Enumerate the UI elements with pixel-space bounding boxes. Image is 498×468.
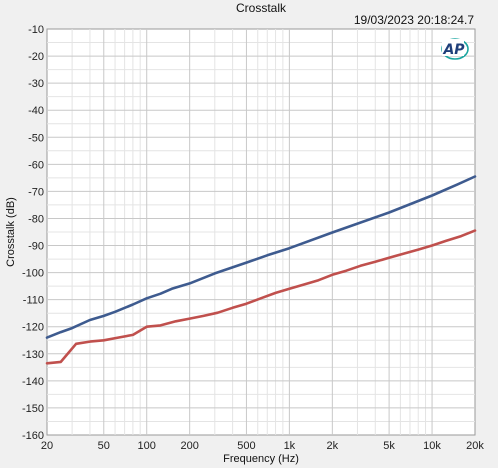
y-tick-label: -150 — [22, 403, 44, 415]
ap-logo: AP — [441, 38, 469, 60]
series-line-1 — [45, 175, 477, 339]
y-tick-label: -130 — [22, 349, 44, 361]
y-tick-label: -60 — [28, 159, 44, 171]
x-axis-title: Frequency (Hz) — [223, 453, 299, 465]
chart-title: Crosstalk — [236, 1, 287, 15]
x-tick-label: 10k — [423, 440, 441, 452]
y-tick-label: -140 — [22, 376, 44, 388]
y-tick-label: -20 — [28, 51, 44, 63]
ap-logo-text: AP — [442, 42, 465, 58]
x-tick-label: 1k — [284, 440, 296, 452]
x-tick-label: 50 — [98, 440, 110, 452]
series-line-2 — [45, 229, 477, 365]
major-gridlines — [47, 29, 475, 435]
series-layer — [45, 175, 477, 365]
y-tick-labels: -10 -20 -30 -40 -50 -60 -70 -80 -90 -100 -110 -120 -… — [22, 24, 44, 442]
timestamp-label: 19/03/2023 20:18:24.7 — [354, 13, 474, 27]
y-tick-label: -40 — [28, 105, 44, 117]
y-tick-label: -10 — [28, 24, 44, 36]
y-tick-label: -120 — [22, 322, 44, 334]
y-tick-label: -160 — [22, 430, 44, 442]
y-tick-label: -110 — [23, 295, 44, 307]
x-tick-labels: 20 50 100 200 500 1k 2k 5k 10k 20k — [41, 440, 484, 452]
x-tick-label: 2k — [327, 440, 339, 452]
y-tick-label: -80 — [28, 213, 44, 225]
x-tick-label: 200 — [180, 440, 198, 452]
y-axis-title: Crosstalk (dB) — [5, 197, 17, 267]
x-tick-label: 20k — [466, 440, 484, 452]
y-tick-label: -50 — [28, 132, 44, 144]
y-tick-label: -90 — [28, 241, 44, 253]
minor-gridlines — [47, 29, 475, 435]
y-tick-label: -70 — [28, 186, 44, 198]
x-tick-label: 100 — [138, 440, 156, 452]
y-tick-label: -30 — [28, 78, 44, 90]
x-tick-label: 500 — [237, 440, 255, 452]
y-tick-label: -100 — [22, 268, 44, 280]
x-tick-label: 20 — [41, 440, 53, 452]
x-tick-label: 5k — [383, 440, 395, 452]
